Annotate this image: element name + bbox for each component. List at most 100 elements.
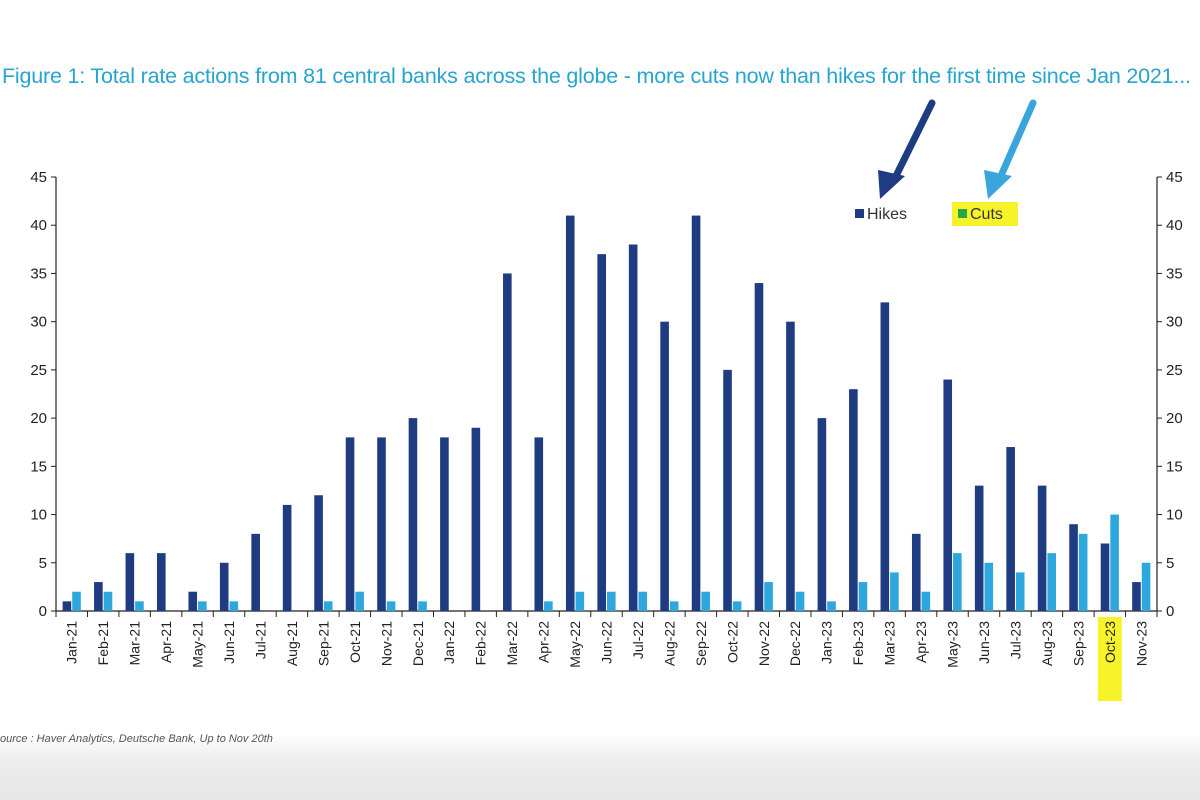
x-tick-label: Aug-21 — [284, 621, 300, 666]
x-tick-label: Oct-22 — [724, 621, 740, 663]
left-y-tick-label: 40 — [30, 217, 47, 234]
x-tick-label: Mar-22 — [504, 621, 520, 666]
x-tick-label: Aug-22 — [661, 621, 677, 666]
legend-hikes-label: Hikes — [867, 206, 907, 223]
x-tick-label: Aug-23 — [1039, 621, 1055, 666]
x-highlight-layer — [1097, 617, 1122, 701]
x-tick-label: Jul-23 — [1007, 621, 1023, 659]
bar-hikes-jan-22 — [440, 437, 449, 611]
bar-cuts-jan-23 — [827, 601, 836, 611]
bar-cuts-dec-21 — [418, 601, 427, 611]
bar-hikes-feb-22 — [471, 427, 481, 611]
x-tick-label: Sep-21 — [315, 621, 331, 666]
bar-cuts-may-21 — [198, 601, 207, 611]
bar-cuts-aug-23 — [1047, 553, 1056, 611]
right-y-tick-label: 25 — [1166, 362, 1183, 379]
bar-hikes-may-22 — [565, 215, 575, 612]
bar-cuts-sep-23 — [1078, 533, 1088, 611]
bar-cuts-nov-22 — [764, 582, 773, 611]
bar-cuts-jan-21 — [72, 591, 81, 611]
right-y-tick-label: 45 — [1166, 169, 1183, 186]
left-y-tick-label: 5 — [39, 555, 47, 572]
left-y-tick-label: 20 — [30, 410, 47, 427]
x-tick-label: Dec-22 — [787, 621, 803, 666]
x-tick-label: Oct-21 — [347, 621, 363, 663]
cuts-arrow — [984, 99, 1037, 199]
x-tick-label: Sep-23 — [1070, 621, 1086, 666]
bar-hikes-apr-21 — [157, 553, 166, 611]
bar-hikes-may-23 — [943, 379, 953, 611]
bar-hikes-sep-22 — [691, 215, 701, 612]
bar-hikes-nov-22 — [754, 283, 764, 611]
x-tick-label: Apr-23 — [913, 621, 929, 663]
x-tick-label: Feb-23 — [850, 621, 866, 666]
bar-hikes-mar-22 — [503, 273, 512, 611]
bar-hikes-jan-21 — [62, 601, 72, 611]
bar-hikes-oct-23 — [1100, 543, 1110, 611]
bar-cuts-nov-23 — [1141, 562, 1151, 611]
x-tick-label: Nov-22 — [756, 621, 772, 666]
x-tick-label: Jul-22 — [630, 621, 646, 659]
right-y-tick-label: 20 — [1166, 410, 1183, 427]
bar-hikes-dec-22 — [786, 321, 795, 611]
x-tick-label: Mar-21 — [127, 621, 143, 666]
legend-hikes-swatch — [855, 209, 864, 218]
bar-cuts-jun-22 — [607, 591, 616, 611]
bar-hikes-jun-21 — [219, 562, 229, 611]
x-tick-label: Jan-22 — [441, 621, 457, 664]
chart-title: Figure 1: Total rate actions from 81 cen… — [2, 64, 1191, 88]
right-y-tick-label: 35 — [1166, 265, 1183, 282]
x-tick-label: Nov-21 — [378, 621, 394, 666]
bar-hikes-jul-21 — [251, 533, 260, 611]
bar-hikes-aug-22 — [660, 321, 669, 611]
bar-cuts-apr-23 — [921, 591, 931, 611]
x-tick-label: Apr-21 — [158, 621, 174, 663]
x-tick-label: Jan-23 — [819, 621, 835, 664]
chart-source-note: ource : Haver Analytics, Deutsche Bank, … — [0, 733, 273, 745]
legend: Hikes Cuts — [855, 202, 1018, 226]
hikes-arrow — [878, 99, 936, 199]
bar-cuts-oct-22 — [732, 601, 742, 611]
bar-hikes-oct-22 — [723, 369, 732, 611]
bar-cuts-jul-23 — [1015, 572, 1025, 611]
bar-hikes-sep-23 — [1069, 524, 1078, 611]
right-y-tick-label: 40 — [1166, 217, 1183, 234]
bar-hikes-jul-22 — [628, 244, 638, 611]
bar-cuts-oct-23 — [1110, 514, 1119, 611]
bar-hikes-jan-23 — [817, 418, 827, 611]
x-tick-label: Jun-22 — [599, 621, 615, 664]
bars-layer — [62, 215, 1151, 612]
left-y-tick-label: 35 — [30, 265, 47, 282]
bar-hikes-may-21 — [188, 591, 198, 611]
x-tick-label: Oct-23 — [1102, 621, 1118, 663]
right-y-tick-label: 30 — [1166, 314, 1183, 331]
bar-hikes-feb-23 — [849, 389, 858, 611]
bar-hikes-mar-21 — [125, 553, 135, 611]
bar-cuts-feb-21 — [103, 591, 113, 611]
x-tick-label: Sep-22 — [693, 621, 709, 666]
bar-cuts-oct-21 — [355, 591, 364, 611]
bar-hikes-mar-23 — [880, 302, 890, 611]
bar-hikes-sep-21 — [314, 495, 323, 611]
x-tick-label: May-22 — [567, 621, 583, 668]
bar-hikes-apr-23 — [911, 533, 921, 611]
left-y-tick-label: 30 — [30, 314, 47, 331]
bar-cuts-feb-23 — [858, 582, 868, 611]
bar-hikes-jul-23 — [1006, 447, 1015, 611]
x-tick-label: Jan-21 — [64, 621, 80, 664]
left-y-tick-label: 25 — [30, 362, 47, 379]
right-y-tick-label: 5 — [1166, 555, 1174, 572]
right-y-tick-label: 15 — [1166, 458, 1183, 475]
left-y-tick-label: 10 — [30, 507, 47, 524]
bar-cuts-jun-21 — [229, 601, 239, 611]
x-tick-label: Jun-23 — [976, 621, 992, 664]
bar-cuts-sep-22 — [701, 591, 710, 611]
bar-hikes-aug-23 — [1037, 485, 1047, 611]
left-y-tick-label: 0 — [39, 603, 47, 620]
right-y-tick-label: 0 — [1166, 603, 1174, 620]
x-tick-label: Jun-21 — [221, 621, 237, 664]
x-tick-label: Jul-21 — [252, 621, 268, 659]
bar-hikes-apr-22 — [534, 437, 544, 611]
bar-hikes-jun-22 — [597, 254, 606, 611]
left-y-ticks: 0 5 10 15 20 25 30 35 40 45 — [30, 169, 56, 620]
